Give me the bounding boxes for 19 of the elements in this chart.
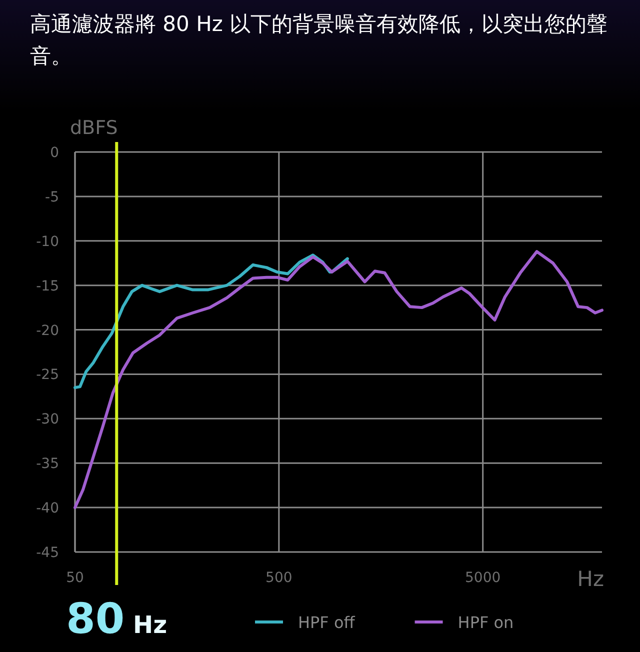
y-tick-label: -25: [36, 367, 59, 384]
legend-label: HPF off: [298, 613, 356, 632]
ylabel: dBFS: [70, 117, 118, 139]
x-tick-label: 500: [266, 570, 292, 586]
y-tick-label: -35: [36, 456, 59, 472]
x-tick-label: 50: [66, 570, 84, 586]
y-tick-label: 0: [50, 145, 59, 161]
y-tick-label: -5: [45, 189, 59, 206]
xlabel: Hz: [577, 567, 604, 591]
y-tick-label: -20: [36, 322, 59, 339]
y-tick-label: -15: [36, 278, 59, 294]
y-tick-label: -40: [36, 500, 59, 517]
x-tick-label: 5000: [465, 570, 501, 586]
ref-line-label: 80 Hz: [66, 594, 168, 643]
y-tick-label: -30: [36, 412, 59, 428]
title: 高通濾波器將 80 Hz 以下的背景噪音有效降低，以突出您的聲音。: [30, 11, 609, 70]
y-tick-label: -10: [36, 234, 59, 250]
y-tick-label: -45: [36, 545, 59, 561]
legend-label: HPF on: [458, 613, 514, 632]
